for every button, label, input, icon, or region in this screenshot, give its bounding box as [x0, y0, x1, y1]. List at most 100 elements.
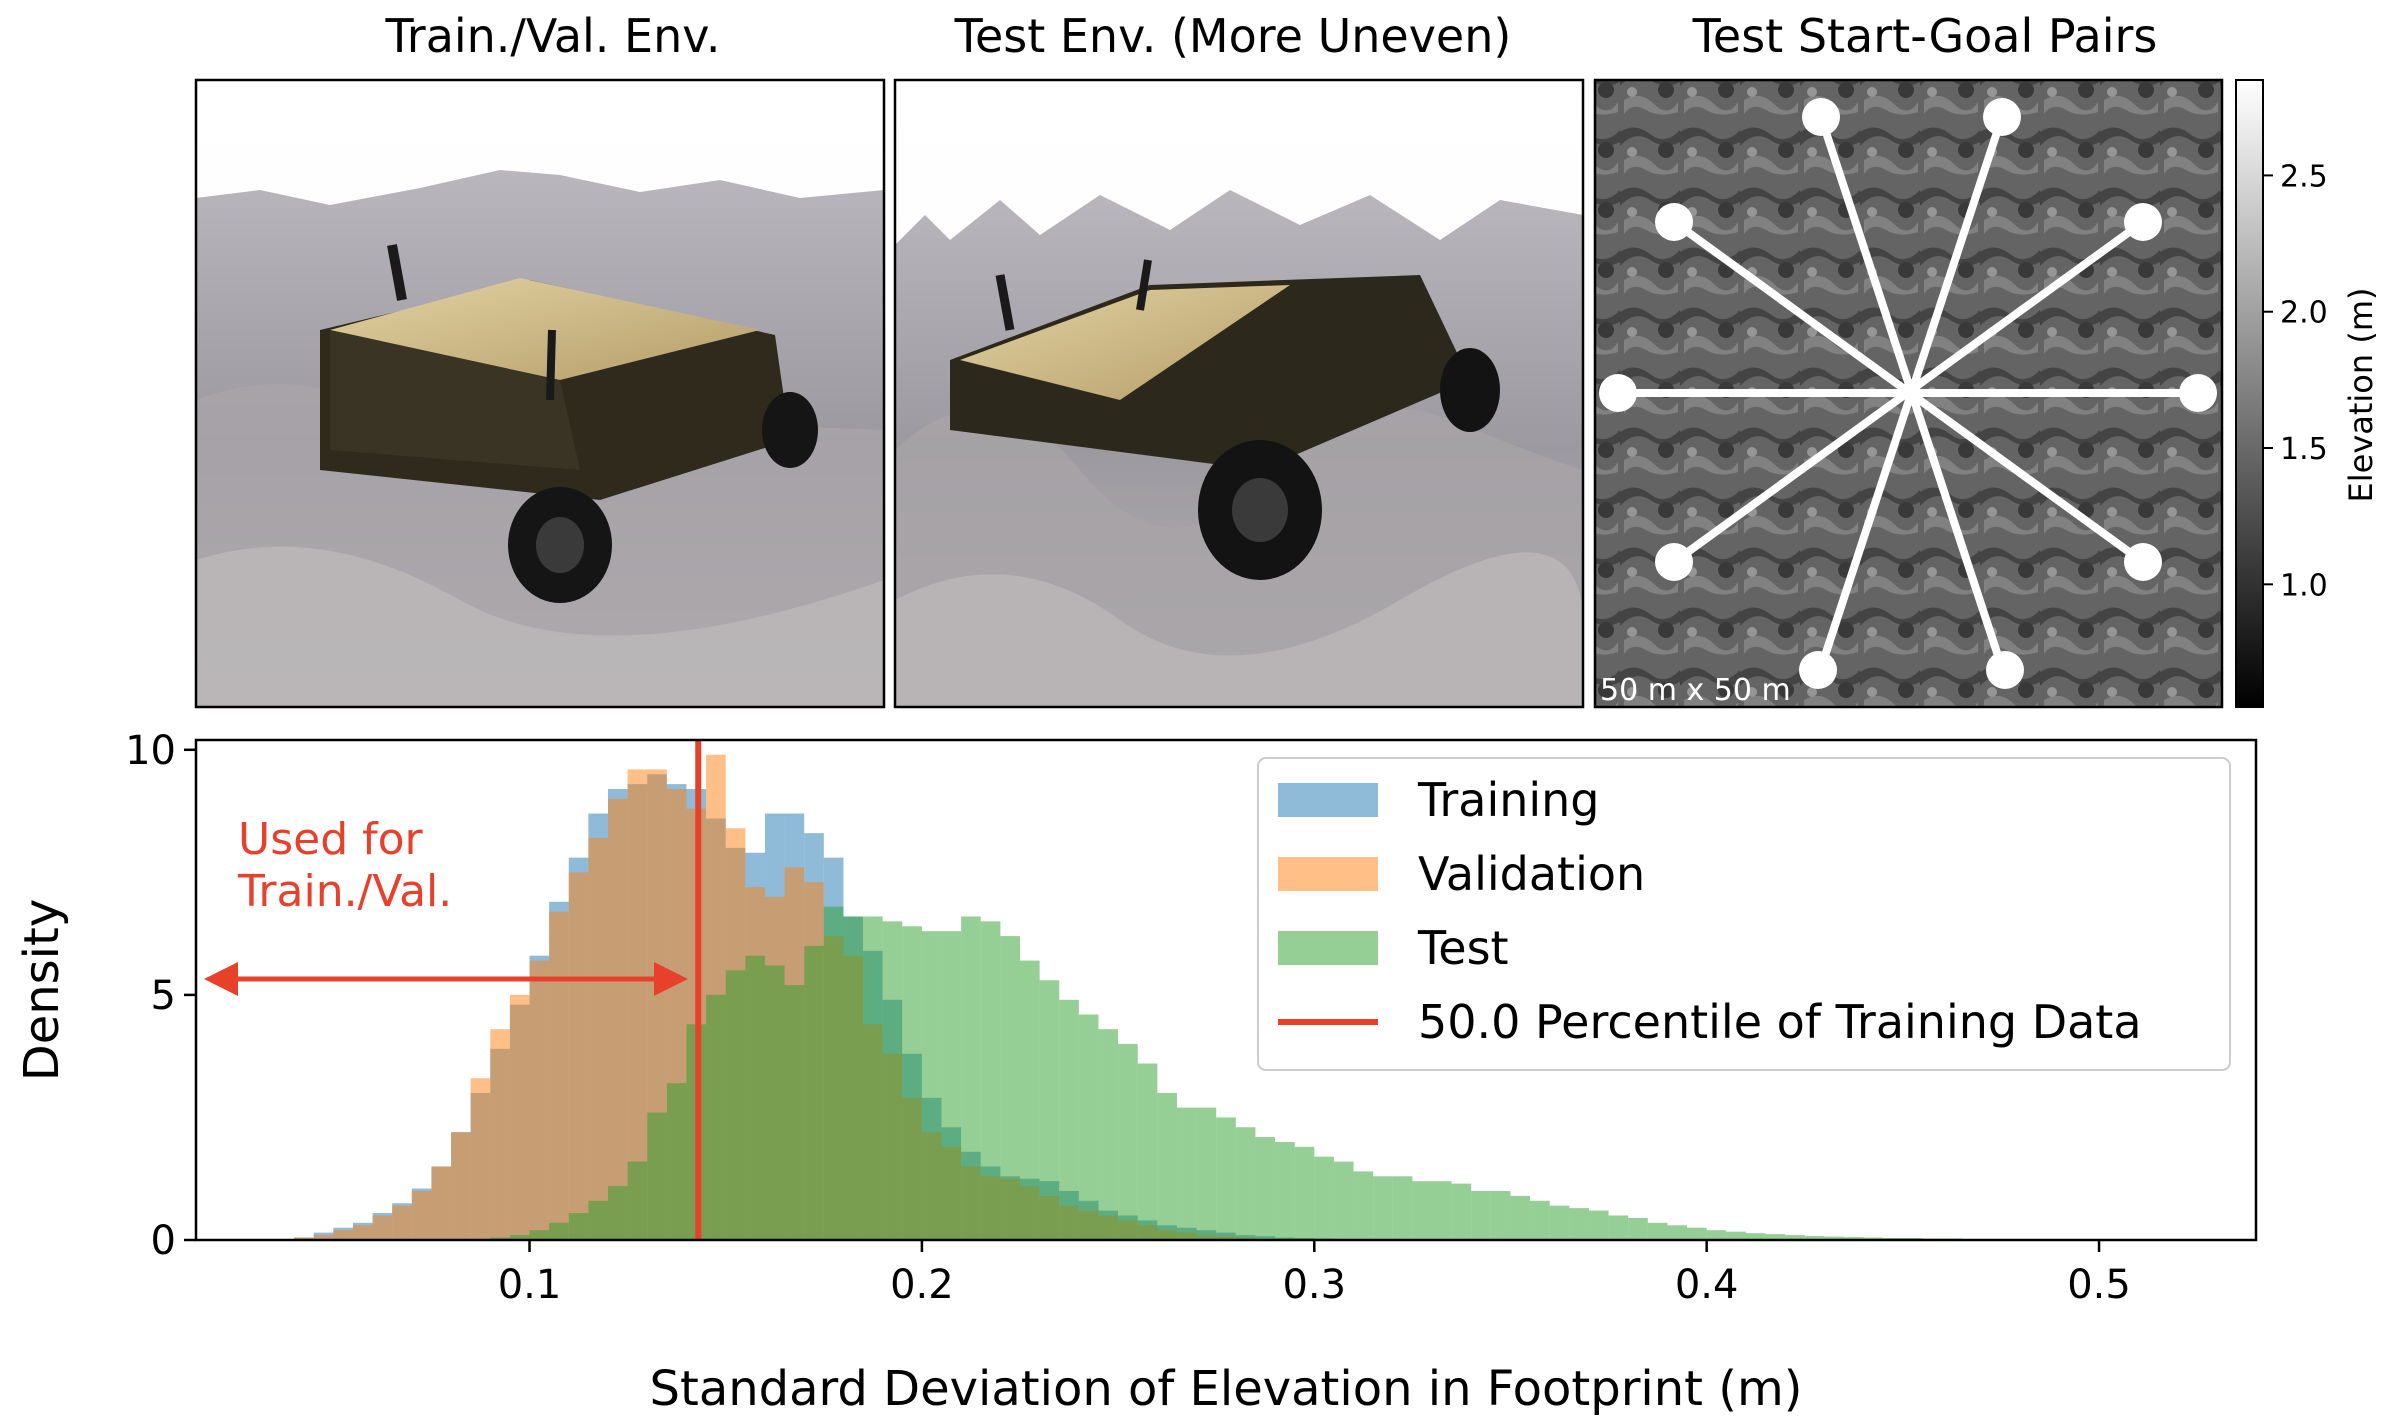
bar-test [588, 1200, 608, 1240]
bar-test [1392, 1176, 1413, 1240]
bar-test [529, 1230, 550, 1240]
bar-test [1451, 1183, 1472, 1240]
bar-test [1275, 1141, 1295, 1240]
bar-test [902, 926, 922, 1240]
bar-test [823, 906, 844, 1240]
legend-box [1257, 757, 2231, 1071]
legend-label: 50.0 Percentile of Training Data [1418, 995, 2142, 1049]
bar-test [1235, 1127, 1256, 1240]
bar-validation [608, 798, 628, 1240]
colorbar [2235, 79, 2264, 708]
bar-test [1059, 999, 1079, 1240]
bar-test [1333, 1161, 1354, 1240]
y-tick-label: 0 [151, 1218, 176, 1264]
annotation-arrow-left-head [204, 962, 238, 996]
map-frame [1593, 78, 2224, 709]
bar-test [980, 921, 1001, 1240]
y-axis-ticks: 0 5 10 [125, 728, 196, 1264]
bar-validation [372, 1215, 393, 1240]
bar-test [1137, 1063, 1158, 1240]
bar-test [921, 931, 942, 1240]
bar-validation [451, 1132, 471, 1240]
x-axis-ticks: 0.1 0.2 0.3 0.4 0.5 [498, 1240, 2131, 1308]
legend-swatch [1278, 857, 1378, 891]
bar-test [1569, 1208, 1589, 1240]
endpoint-marker [1799, 651, 1837, 689]
test-env-title: Test Env. (More Uneven) [954, 9, 1512, 63]
test-env-render [895, 80, 1583, 707]
bar-test [1373, 1176, 1393, 1240]
start-goal-points [1599, 98, 2217, 689]
bar-test [1824, 1236, 1844, 1240]
colorbar-ticks: 1.0 1.5 2.0 2.5 [2263, 159, 2328, 603]
bar-test [843, 916, 864, 1240]
bar-test [1294, 1146, 1315, 1240]
colorbar-label: Elevation (m) [2342, 288, 2380, 503]
bar-test [1118, 1043, 1138, 1240]
endpoint-marker [1599, 374, 1637, 412]
legend-swatch [1278, 931, 1378, 965]
test-env-frame [893, 78, 1585, 709]
bar-validation [509, 994, 530, 1240]
bar-test [1765, 1234, 1786, 1240]
bar-validation [490, 1029, 510, 1240]
annotation-line2: Train./Val. [237, 866, 452, 917]
plot-frame [194, 738, 2258, 1242]
bar-test [568, 1213, 589, 1240]
bar-validation [588, 838, 608, 1240]
bar-test [1628, 1217, 1648, 1240]
colorbar-tick-label: 2.5 [2280, 159, 2328, 194]
bar-test [1471, 1190, 1491, 1240]
bar-test [961, 916, 981, 1240]
bar-test [882, 921, 903, 1240]
colorbar-tick-label: 2.0 [2280, 296, 2328, 331]
bar-test [1216, 1117, 1236, 1240]
pairs-title: Test Start-Goal Pairs [1692, 9, 2158, 63]
bar-validation [568, 872, 589, 1240]
bar-test [1490, 1190, 1511, 1240]
y-axis-label: Density [14, 899, 70, 1081]
bar-validation [392, 1205, 412, 1240]
endpoint-marker [1802, 98, 1840, 136]
endpoint-marker [1983, 98, 2021, 136]
train-val-annotation: Used for Train./Val. [204, 814, 688, 996]
bar-test [1726, 1231, 1746, 1240]
bar-test [1353, 1171, 1374, 1240]
bar-test [706, 994, 726, 1240]
colorbar-tick-label: 1.5 [2280, 432, 2328, 467]
bar-test [1510, 1195, 1531, 1240]
bar-test [1706, 1230, 1727, 1240]
bar-validation [352, 1225, 373, 1240]
bar-validation [431, 1166, 452, 1240]
colorbar-tick-label: 1.0 [2280, 568, 2328, 603]
bar-validation [313, 1235, 334, 1240]
bar-test [863, 916, 883, 1240]
bar-validation [470, 1078, 491, 1240]
bar-test [1078, 1014, 1099, 1240]
bar-test [647, 1112, 667, 1240]
bar-validation [529, 960, 550, 1240]
bar-test [1255, 1137, 1276, 1240]
bar-test [1745, 1233, 1766, 1240]
y-tick-label: 10 [125, 728, 176, 774]
histogram-bars [294, 754, 2178, 1240]
bar-test [784, 985, 805, 1240]
endpoint-marker [1655, 203, 1693, 241]
bar-test [1176, 1107, 1197, 1240]
bar-validation [627, 769, 648, 1240]
series-test [490, 906, 2178, 1240]
endpoint-marker [1655, 543, 1693, 581]
annotation-arrow-right-head [654, 962, 688, 996]
x-tick-label: 0.5 [2067, 1262, 2131, 1308]
legend: Training Validation Test 50.0 Percentile of… [1257, 757, 2231, 1071]
bar-test [1157, 1092, 1177, 1240]
x-tick-label: 0.1 [498, 1262, 562, 1308]
annotation-line1: Used for [238, 814, 424, 865]
bar-test [1098, 1029, 1119, 1240]
train-env-title: Train./Val. Env. [384, 9, 720, 63]
bar-test [627, 1161, 648, 1240]
bar-test [1785, 1235, 1805, 1240]
bar-validation [549, 911, 569, 1240]
legend-label: Training [1417, 773, 1600, 827]
